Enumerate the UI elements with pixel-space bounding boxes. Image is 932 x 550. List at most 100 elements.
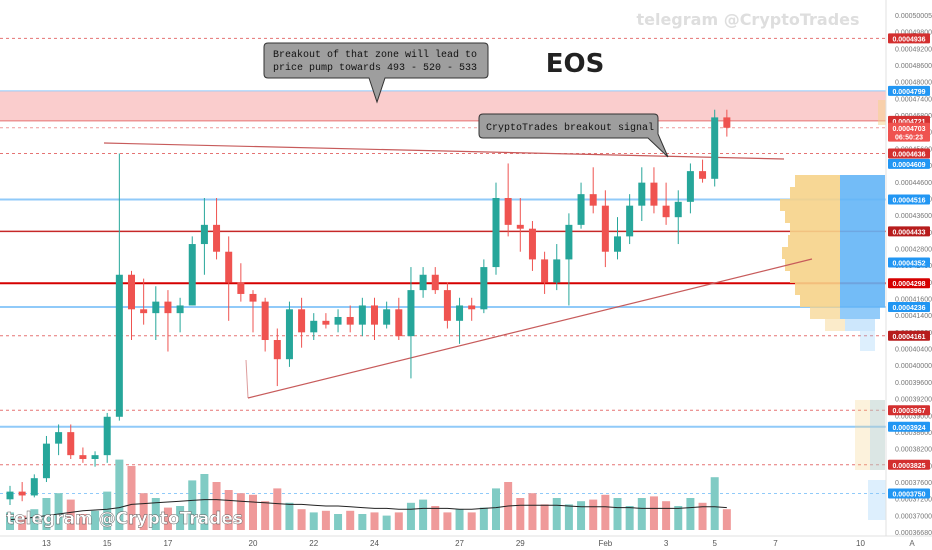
- price-marker-label: 0.0003967: [892, 408, 925, 415]
- date-tick-label: Feb: [598, 539, 612, 548]
- candle-body: [79, 455, 87, 459]
- date-tick-label: 17: [163, 539, 172, 548]
- candle: [213, 197, 221, 260]
- price-marker: 0.0004352: [888, 257, 930, 268]
- volume-bar: [479, 507, 488, 530]
- candle-body: [140, 309, 148, 314]
- candle: [528, 221, 536, 271]
- price-marker-label: 0.0004161: [892, 334, 925, 341]
- candle-body: [103, 416, 111, 456]
- price-marker: 0.0003825: [888, 459, 930, 470]
- candle: [237, 263, 245, 302]
- candle-body: [662, 205, 670, 218]
- callout-breakout-signal: CryptoTrades breakout signal: [478, 113, 669, 158]
- price-marker-label: 06:50:23: [895, 135, 923, 142]
- volume-bar: [431, 506, 440, 530]
- candle-body: [152, 301, 160, 314]
- volume-bar: [30, 509, 39, 530]
- volume-bar: [163, 507, 172, 530]
- candle-body: [358, 305, 366, 325]
- candle: [711, 109, 719, 187]
- candle-body: [273, 340, 281, 360]
- price-marker-label: 0.0004799: [892, 89, 925, 96]
- candle-body: [468, 305, 476, 310]
- bottom-watermark: telegram @CryptoTrades: [6, 509, 243, 529]
- candle-body: [674, 201, 682, 218]
- price-marker-label: 0.0004516: [892, 198, 925, 205]
- volume-bar: [273, 488, 282, 530]
- candle-body: [456, 305, 464, 321]
- candle: [686, 163, 694, 214]
- candle: [601, 190, 609, 268]
- volume-bar: [528, 493, 537, 530]
- candle-body: [346, 316, 354, 325]
- candle: [541, 251, 549, 294]
- candle-body: [614, 236, 621, 252]
- candle-body: [626, 205, 634, 237]
- price-tick-label: 0.00044600: [895, 180, 932, 187]
- price-tick-label: 0.00049200: [895, 46, 932, 53]
- candle-body: [213, 224, 221, 252]
- auto-scale-toggle[interactable]: A: [909, 539, 915, 548]
- price-marker: 0.0004298: [888, 278, 930, 289]
- candle-body: [225, 251, 233, 283]
- candle: [6, 485, 14, 506]
- candle: [565, 213, 573, 306]
- date-tick-label: 13: [42, 539, 51, 548]
- date-tick-label: 10: [856, 539, 865, 548]
- volume-bar: [370, 512, 379, 530]
- candle-body: [285, 309, 293, 360]
- volume-bar: [78, 514, 87, 530]
- candle-body: [699, 171, 707, 179]
- volume-bar: [552, 498, 561, 530]
- price-marker: 0.0003924: [888, 421, 930, 432]
- price-tick-label: 0.00047400: [895, 96, 932, 103]
- price-marker: 0.0004433: [888, 226, 930, 237]
- volume-bar: [127, 466, 136, 530]
- volume-bar: [516, 498, 525, 530]
- volume-bar: [346, 510, 355, 530]
- candle: [310, 313, 318, 341]
- candle: [638, 167, 646, 222]
- candle-body: [128, 274, 135, 310]
- price-tick-label: 0.00048600: [895, 63, 932, 70]
- volume-bar: [212, 482, 221, 530]
- volume-bar: [601, 494, 610, 530]
- price-marker-label: 0.0004609: [892, 162, 925, 169]
- price-tick-label: 0.00038600: [895, 430, 932, 437]
- volume-bar: [66, 499, 75, 530]
- volume-bar: [261, 501, 270, 530]
- volume-bar: [91, 510, 100, 530]
- volume-bar: [382, 515, 391, 530]
- candle: [650, 167, 658, 214]
- price-tick-label: 0.00039200: [895, 397, 932, 404]
- date-tick-label: 24: [370, 539, 379, 548]
- candle-body: [91, 455, 99, 459]
- price-marker-label: 0.0004433: [892, 229, 925, 236]
- callout-line-1: Breakout of that zone will lead to: [273, 49, 477, 61]
- price-tick-label: 0.00048000: [895, 80, 932, 87]
- candle-body: [200, 224, 208, 245]
- candle-body: [650, 182, 658, 206]
- price-marker-label: 0.0004352: [892, 260, 925, 267]
- candle: [322, 313, 330, 329]
- candle-body: [18, 491, 26, 496]
- volume-bar: [151, 498, 160, 530]
- candle: [200, 197, 208, 275]
- volume-bar: [297, 509, 306, 530]
- price-tick-label: 0.00050005: [895, 13, 932, 20]
- callout-signal-text: CryptoTrades breakout signal: [486, 122, 654, 134]
- candle-body: [638, 182, 646, 206]
- price-marker-label: 0.0004298: [892, 281, 925, 288]
- volume-profile: [780, 100, 886, 520]
- candle: [334, 309, 342, 333]
- candle-body: [723, 117, 731, 128]
- price-tick-label: 0.00037600: [895, 480, 932, 487]
- candle-body: [504, 197, 512, 225]
- candle: [30, 474, 38, 498]
- candlesticks: [6, 109, 731, 506]
- volume-bar: [662, 501, 671, 530]
- volume-bar: [625, 506, 634, 530]
- volume-bar: [649, 496, 658, 530]
